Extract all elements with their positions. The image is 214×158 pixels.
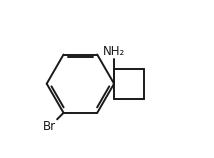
Text: Br: Br (43, 120, 56, 133)
Text: NH₂: NH₂ (103, 45, 125, 58)
